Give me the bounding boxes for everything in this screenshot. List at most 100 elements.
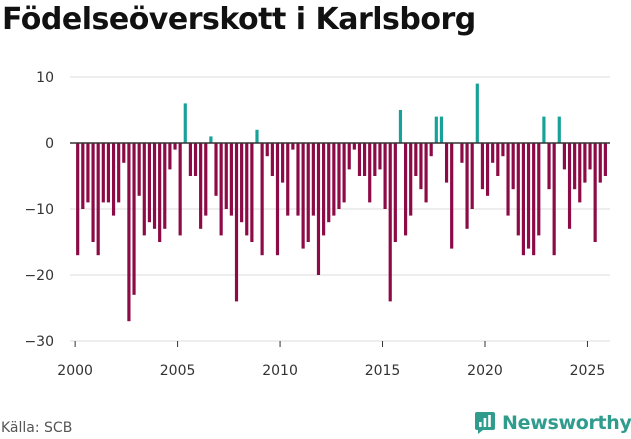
bar bbox=[501, 143, 505, 157]
y-tick-label: 0 bbox=[45, 136, 54, 152]
bar bbox=[234, 143, 239, 302]
bar bbox=[286, 143, 290, 216]
bar bbox=[480, 143, 485, 190]
bar bbox=[363, 143, 367, 176]
chart-title: Födelseöverskott i Karlsborg bbox=[2, 2, 476, 37]
bar bbox=[86, 143, 90, 203]
bar bbox=[470, 143, 474, 209]
x-tick-label: 2005 bbox=[160, 363, 196, 379]
bar bbox=[516, 143, 520, 236]
brand-logo[interactable]: Newsworthy bbox=[474, 410, 631, 436]
bar bbox=[173, 143, 177, 150]
bar bbox=[342, 143, 346, 203]
bar bbox=[101, 143, 105, 203]
bar bbox=[598, 143, 602, 183]
bar bbox=[352, 143, 356, 150]
bar bbox=[337, 143, 341, 209]
bar bbox=[388, 143, 392, 302]
bar bbox=[357, 143, 362, 176]
bar bbox=[562, 143, 566, 170]
bar bbox=[122, 143, 126, 163]
bar bbox=[311, 143, 315, 216]
bar bbox=[327, 143, 331, 223]
bar bbox=[316, 143, 321, 275]
bar bbox=[204, 143, 208, 216]
bar bbox=[496, 143, 500, 176]
bar bbox=[368, 143, 372, 203]
bar bbox=[322, 143, 326, 236]
bar bbox=[152, 143, 157, 229]
bar bbox=[188, 143, 192, 176]
bar bbox=[275, 143, 280, 256]
bar bbox=[465, 143, 469, 229]
bar bbox=[199, 143, 203, 229]
bar bbox=[163, 143, 167, 229]
bar bbox=[532, 143, 536, 256]
bar bbox=[439, 116, 444, 143]
bar bbox=[511, 143, 515, 190]
bar bbox=[291, 143, 295, 150]
bar bbox=[588, 143, 592, 170]
bar bbox=[537, 143, 541, 236]
bar bbox=[593, 143, 597, 242]
bar bbox=[424, 143, 428, 203]
bar bbox=[491, 143, 495, 163]
x-tick-label: 2025 bbox=[570, 363, 606, 379]
bar bbox=[506, 143, 510, 216]
bar bbox=[224, 143, 228, 209]
bar bbox=[583, 143, 587, 183]
bar bbox=[81, 143, 85, 209]
bar bbox=[193, 143, 198, 176]
bar bbox=[475, 83, 479, 143]
bar bbox=[414, 143, 418, 176]
bar bbox=[178, 143, 182, 236]
bar bbox=[347, 143, 351, 170]
bars bbox=[76, 83, 607, 322]
bar bbox=[229, 143, 233, 216]
bar bbox=[301, 143, 305, 249]
bar bbox=[547, 143, 551, 190]
bar bbox=[137, 143, 141, 196]
bar bbox=[245, 143, 249, 236]
bar bbox=[168, 143, 172, 170]
bar bbox=[373, 143, 377, 176]
x-tick-label: 2015 bbox=[365, 363, 401, 379]
bar bbox=[603, 143, 607, 176]
bar bbox=[332, 143, 336, 216]
bar bbox=[76, 143, 80, 256]
bar bbox=[260, 143, 264, 256]
bar bbox=[567, 143, 572, 229]
bar bbox=[578, 143, 582, 203]
brand-name: Newsworthy bbox=[502, 412, 631, 434]
bar bbox=[444, 143, 449, 183]
bar bbox=[460, 143, 464, 163]
source-note: Källa: SCB bbox=[1, 420, 73, 436]
bar bbox=[485, 143, 490, 196]
bar bbox=[147, 143, 151, 223]
bar bbox=[219, 143, 223, 236]
bar bbox=[409, 143, 413, 216]
bar bbox=[255, 129, 259, 143]
x-tick-label: 2010 bbox=[262, 363, 298, 379]
y-tick-label: −10 bbox=[24, 202, 54, 218]
bar bbox=[91, 143, 95, 242]
bar bbox=[526, 143, 531, 249]
bar bbox=[270, 143, 274, 176]
bar bbox=[281, 143, 285, 183]
bar bbox=[429, 143, 433, 157]
x-tick-label: 2000 bbox=[57, 363, 93, 379]
bar bbox=[117, 143, 121, 203]
bar bbox=[398, 110, 403, 143]
bar-chart-logo-icon bbox=[475, 412, 495, 434]
bar bbox=[111, 143, 116, 216]
bar bbox=[383, 143, 387, 209]
y-tick-label: −20 bbox=[24, 268, 54, 284]
bar bbox=[419, 143, 423, 190]
bar bbox=[521, 143, 526, 256]
bar bbox=[296, 143, 300, 216]
bar bbox=[158, 143, 162, 242]
bar bbox=[142, 143, 146, 236]
x-tick-label: 2020 bbox=[467, 363, 503, 379]
